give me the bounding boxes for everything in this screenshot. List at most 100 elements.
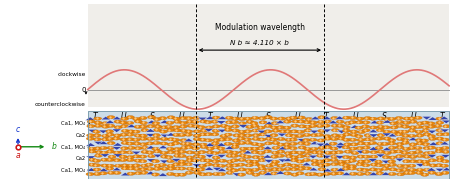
Circle shape <box>342 156 351 159</box>
Circle shape <box>297 151 305 154</box>
Circle shape <box>251 124 259 127</box>
Circle shape <box>108 155 116 158</box>
Circle shape <box>154 125 162 128</box>
Circle shape <box>364 138 372 141</box>
Circle shape <box>390 122 398 125</box>
Circle shape <box>357 160 365 163</box>
Circle shape <box>231 125 239 128</box>
Polygon shape <box>264 135 274 138</box>
Polygon shape <box>94 141 104 145</box>
Circle shape <box>361 168 369 172</box>
Circle shape <box>441 171 450 175</box>
Circle shape <box>113 134 122 137</box>
Circle shape <box>100 151 108 154</box>
Polygon shape <box>369 129 378 133</box>
Circle shape <box>376 164 384 167</box>
Polygon shape <box>216 155 226 158</box>
Circle shape <box>160 142 168 145</box>
Circle shape <box>375 160 383 163</box>
Circle shape <box>231 129 239 132</box>
Circle shape <box>316 154 324 157</box>
Circle shape <box>246 147 254 150</box>
Circle shape <box>408 129 416 132</box>
Circle shape <box>238 141 246 145</box>
Circle shape <box>349 116 357 120</box>
Circle shape <box>369 137 377 141</box>
Circle shape <box>427 151 435 154</box>
Circle shape <box>344 122 352 125</box>
Circle shape <box>377 117 385 120</box>
Circle shape <box>349 165 357 168</box>
Circle shape <box>173 147 181 151</box>
Circle shape <box>344 160 352 163</box>
Circle shape <box>289 138 297 141</box>
Circle shape <box>265 168 273 172</box>
Circle shape <box>232 143 240 146</box>
Circle shape <box>119 151 127 154</box>
Circle shape <box>310 121 318 124</box>
Circle shape <box>388 146 396 149</box>
Circle shape <box>233 134 241 137</box>
Circle shape <box>166 159 175 163</box>
Circle shape <box>350 133 358 136</box>
Text: Ca2: Ca2 <box>75 156 86 161</box>
Circle shape <box>95 151 103 154</box>
Circle shape <box>422 143 430 146</box>
Circle shape <box>152 137 160 140</box>
Circle shape <box>285 134 293 137</box>
Circle shape <box>330 137 338 141</box>
Circle shape <box>140 143 148 146</box>
Circle shape <box>415 130 423 134</box>
Circle shape <box>297 167 305 171</box>
Circle shape <box>415 171 423 174</box>
Circle shape <box>192 117 200 120</box>
Polygon shape <box>335 146 345 149</box>
Circle shape <box>127 172 135 175</box>
Polygon shape <box>337 130 347 134</box>
Circle shape <box>318 129 326 132</box>
Circle shape <box>101 164 109 167</box>
Circle shape <box>154 164 162 167</box>
Circle shape <box>94 124 102 127</box>
Polygon shape <box>408 137 418 141</box>
Circle shape <box>349 147 357 150</box>
Circle shape <box>434 124 442 128</box>
Circle shape <box>122 129 130 132</box>
Circle shape <box>270 155 279 158</box>
Circle shape <box>402 139 410 142</box>
Circle shape <box>331 129 339 132</box>
Circle shape <box>153 150 162 153</box>
Polygon shape <box>309 130 319 134</box>
Text: Ca1, MO₄: Ca1, MO₄ <box>61 168 86 173</box>
Circle shape <box>382 156 390 159</box>
Polygon shape <box>112 116 122 120</box>
Circle shape <box>252 173 260 176</box>
Circle shape <box>422 163 430 166</box>
Circle shape <box>139 125 147 128</box>
Circle shape <box>178 154 186 158</box>
Polygon shape <box>99 141 108 144</box>
Circle shape <box>86 134 94 137</box>
Circle shape <box>390 126 398 129</box>
Circle shape <box>278 117 286 120</box>
Circle shape <box>127 130 135 133</box>
Circle shape <box>89 158 97 161</box>
Circle shape <box>204 159 212 162</box>
Polygon shape <box>427 130 437 134</box>
Circle shape <box>289 142 297 145</box>
Circle shape <box>297 130 305 134</box>
Circle shape <box>270 163 278 166</box>
Circle shape <box>297 155 305 158</box>
Circle shape <box>318 116 326 119</box>
Circle shape <box>121 117 129 120</box>
Circle shape <box>396 124 404 127</box>
Polygon shape <box>439 116 449 120</box>
Circle shape <box>441 138 449 141</box>
Polygon shape <box>87 129 97 133</box>
Polygon shape <box>101 117 111 120</box>
Text: Ca1, MO₄: Ca1, MO₄ <box>61 144 86 149</box>
Circle shape <box>217 164 225 168</box>
Circle shape <box>396 146 404 149</box>
Polygon shape <box>440 142 450 145</box>
Circle shape <box>226 160 234 163</box>
